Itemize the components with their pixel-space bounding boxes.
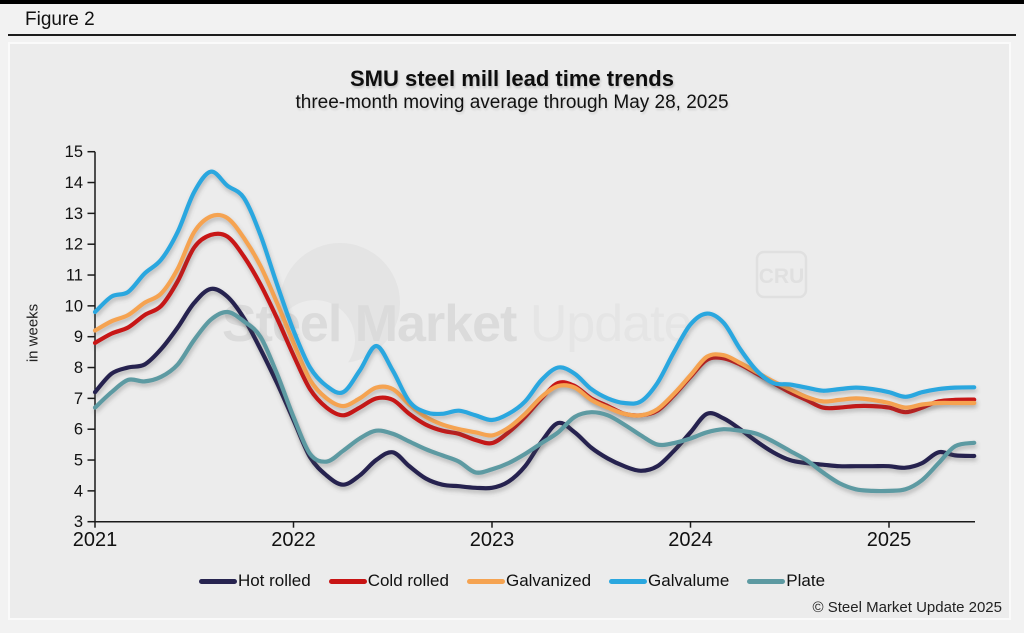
legend-label-plate: Plate (786, 571, 826, 590)
x-tick-label: 2024 (668, 529, 713, 551)
copyright-text: © Steel Market Update 2025 (812, 599, 1003, 616)
legend-swatch-galvalume (609, 578, 648, 584)
y-tick-label: 14 (65, 174, 83, 192)
legend-item-hot-rolled: Hot rolled (198, 571, 311, 591)
legend-item-cold-rolled: Cold rolled (328, 571, 449, 591)
series-line-galvanized (92, 212, 977, 438)
y-tick-label: 10 (65, 297, 83, 315)
y-axis-label: in weeks (24, 303, 42, 363)
cru-badge (755, 250, 808, 299)
legend-item-galvanized: Galvanized (466, 571, 592, 591)
series-group (92, 169, 977, 494)
top-border-bar (0, 0, 1024, 4)
series-line-plate (92, 309, 977, 494)
chart-subtitle: three-month moving average through May 2… (295, 92, 729, 113)
legend-label-cold-rolled: Cold rolled (367, 571, 449, 590)
legend-item-galvalume: Galvalume (609, 571, 729, 591)
watermark-text-light: Update (516, 295, 691, 353)
y-tick-label: 11 (66, 267, 83, 285)
y-tick-label: 3 (74, 513, 83, 531)
legend-swatch-cold-rolled (328, 578, 367, 584)
legend-label-galvalume: Galvalume (648, 571, 730, 590)
y-tick-label: 7 (74, 390, 83, 408)
series-line-galvalume (92, 169, 977, 423)
y-tick-label: 5 (74, 452, 83, 470)
y-tick-label: 6 (74, 421, 83, 439)
legend-label-galvanized: Galvanized (505, 571, 592, 590)
chart-title: SMU steel mill lead time trends (350, 66, 674, 91)
x-tick-label: 2022 (271, 529, 316, 551)
legend-swatch-plate (747, 578, 786, 584)
x-tick-label: 2021 (73, 529, 118, 551)
chart-legend: Hot rolled Cold rolled Galvanized Galvalume… (0, 569, 1024, 593)
y-tick-label: 12 (65, 236, 83, 254)
legend-swatch-galvanized (466, 578, 505, 584)
legend-item-plate: Plate (747, 571, 825, 591)
figure-label: Figure 2 (25, 9, 95, 30)
figure-header: Figure 2 (8, 4, 1016, 36)
series-line-hot-rolled (92, 286, 977, 491)
y-tick-label: 8 (74, 359, 83, 377)
cru-badge-text: CRU (759, 265, 805, 288)
legend-label-hot-rolled: Hot rolled (237, 571, 311, 590)
y-tick-label: 13 (65, 205, 83, 223)
y-tick-label: 4 (74, 482, 83, 500)
y-tick-label: 9 (74, 328, 83, 346)
x-tick-label: 2023 (470, 529, 515, 551)
x-tick-label: 2025 (867, 529, 912, 551)
y-tick-label: 15 (65, 143, 83, 161)
legend-swatch-hot-rolled (198, 578, 237, 584)
